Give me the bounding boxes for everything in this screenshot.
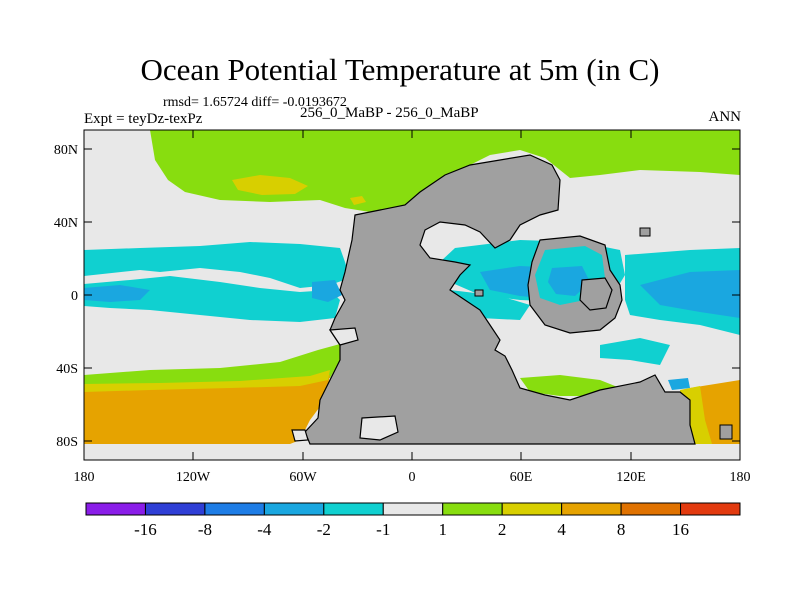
colorbar-swatch bbox=[263, 502, 325, 516]
experiment-label: Expt = teyDz-texPz bbox=[84, 111, 203, 127]
colorbar-label: -4 bbox=[257, 520, 272, 539]
land-mass-main bbox=[304, 154, 696, 445]
colorbar: -16 -8 -4 -2 -1 1 2 4 8 16 bbox=[85, 502, 741, 539]
y-tick-80n: 80N bbox=[54, 143, 78, 158]
pacific-cyan-band bbox=[84, 242, 350, 288]
colorbar-swatch bbox=[85, 502, 146, 516]
x-tick-60e: 60E bbox=[510, 470, 533, 485]
southeast-cyan-band bbox=[600, 338, 670, 365]
y-tick-40n: 40N bbox=[54, 216, 78, 231]
ice-patch-1 bbox=[359, 415, 399, 441]
x-tick-120e: 120E bbox=[616, 470, 646, 485]
y-axis-ticks bbox=[84, 148, 740, 442]
x-axis-ticks bbox=[83, 130, 741, 460]
island-central bbox=[579, 277, 613, 311]
south-indian-green bbox=[520, 375, 620, 396]
x-tick-0: 0 bbox=[409, 470, 416, 485]
colorbar-swatch bbox=[144, 502, 206, 516]
colorbar-swatch bbox=[382, 502, 444, 516]
colorbar-label: -16 bbox=[134, 520, 157, 539]
x-tick-120w: 120W bbox=[176, 470, 211, 485]
southern-ocean-yellow-edge bbox=[84, 370, 330, 392]
colorbar-swatch bbox=[561, 502, 622, 516]
colorbar-label: 1 bbox=[438, 520, 447, 539]
ice-patch-3 bbox=[328, 327, 359, 346]
arctic-yellow-dot bbox=[350, 196, 366, 205]
season-label: ANN bbox=[708, 109, 742, 125]
x-tick-180w: 180 bbox=[74, 470, 95, 485]
y-tick-0: 0 bbox=[71, 289, 78, 304]
colorbar-swatch bbox=[620, 502, 682, 516]
x-tick-60w: 60W bbox=[289, 470, 317, 485]
east-pacific-blue bbox=[640, 270, 740, 318]
colorbar-label: 4 bbox=[557, 520, 566, 539]
comparison-label: 256_0_MaBP - 256_0_MaBP bbox=[300, 105, 479, 121]
pacific-blue-patch-2 bbox=[312, 280, 342, 302]
indian-ocean-blue-overlay bbox=[548, 266, 590, 296]
ice-patch-2 bbox=[291, 429, 309, 442]
arctic-yellow-patch bbox=[232, 175, 308, 195]
colorbar-swatch bbox=[680, 502, 741, 516]
map-title: Ocean Potential Temperature at 5m (in C) bbox=[140, 52, 660, 87]
island-small-3 bbox=[719, 424, 733, 440]
southern-ocean-orange bbox=[84, 375, 330, 444]
x-tick-180e: 180 bbox=[730, 470, 751, 485]
stats-line: rmsd= 1.65724 diff= -0.0193672 bbox=[163, 95, 347, 110]
colorbar-swatch bbox=[204, 502, 265, 516]
colorbar-swatch bbox=[501, 502, 563, 516]
colorbar-label: -1 bbox=[376, 520, 390, 539]
equatorial-cyan-belt bbox=[84, 276, 340, 322]
colorbar-label: -8 bbox=[198, 520, 212, 539]
colorbar-swatch bbox=[323, 502, 384, 516]
colorbar-label: 2 bbox=[498, 520, 507, 539]
colorbar-swatch bbox=[442, 502, 503, 516]
y-tick-40s: 40S bbox=[56, 362, 78, 377]
colorbar-label: -2 bbox=[317, 520, 331, 539]
map-fields bbox=[84, 130, 740, 460]
colorbar-label: 8 bbox=[617, 520, 626, 539]
island-small-2 bbox=[474, 289, 484, 297]
y-tick-80s: 80S bbox=[56, 435, 78, 450]
colorbar-label: 16 bbox=[672, 520, 689, 539]
pacific-blue-patch bbox=[84, 285, 150, 302]
island-small-1 bbox=[639, 227, 651, 237]
southeast-blue-dot bbox=[668, 378, 690, 390]
